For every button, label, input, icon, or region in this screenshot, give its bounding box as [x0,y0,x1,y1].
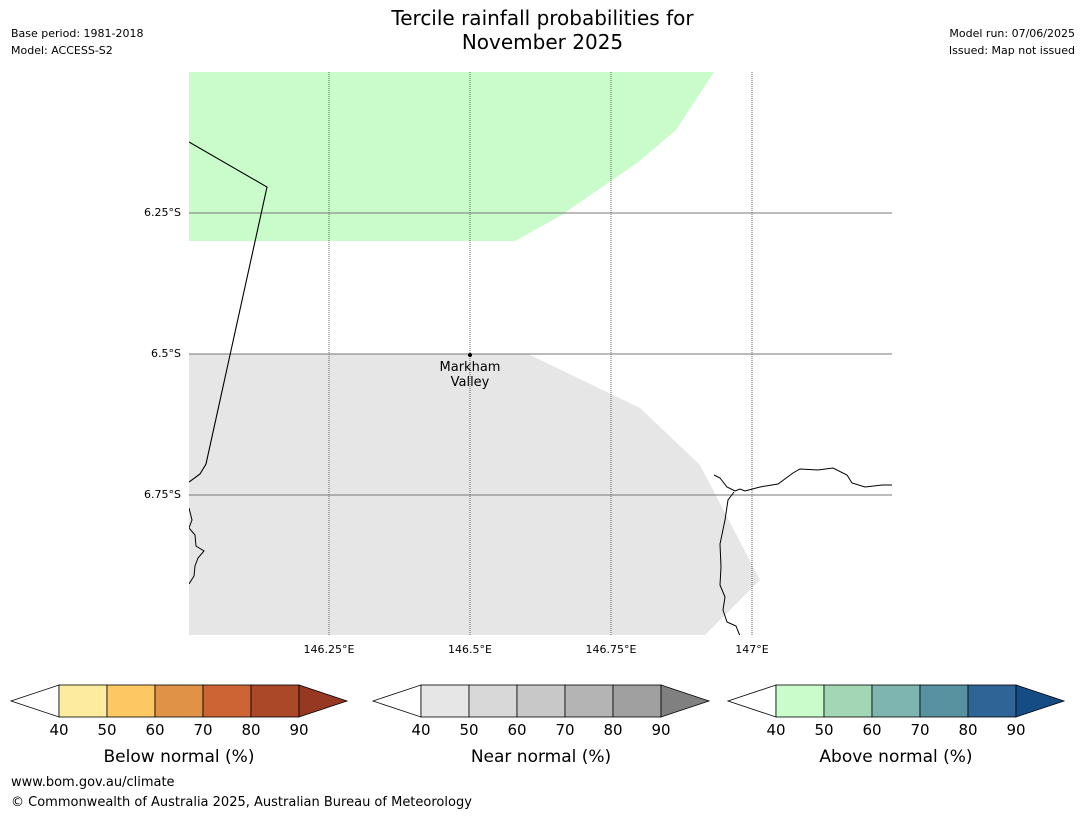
legend-over-arrow [1015,684,1066,718]
lat-label-6-75: 6.75°S [144,488,181,501]
lon-label-146-75: 146.75°E [585,643,637,656]
title-line-2: November 2025 [461,30,624,54]
model-run-text: Model run: 07/06/2025 [949,27,1075,40]
legend-tick-label: 50 [97,721,116,739]
legend-under-arrow [371,684,422,718]
above-normal-region [189,72,714,241]
legend-caption: Above normal (%) [819,747,972,767]
legend-tick-label: 70 [193,721,212,739]
legend-tick-label: 90 [651,721,670,739]
legend-tick-label: 50 [814,721,833,739]
legend-bin [823,684,873,718]
legend-under-arrow [726,684,777,718]
legend-tick-label: 60 [862,721,881,739]
legend-bin [154,684,204,718]
legend-bin [919,684,969,718]
legend-tick-label: 80 [958,721,977,739]
title-line-1: Tercile rainfall probabilities for [391,6,694,30]
legend-near-normal: 40 50 60 70 80 90 Near normal (%) [371,684,711,767]
legend-bin [250,684,300,718]
place-marker [468,353,472,357]
lon-label-146-5: 146.5°E [448,643,492,656]
map-title: Tercile rainfall probabilities for Novem… [0,6,1085,54]
coastline-west [189,507,205,585]
legend-bin [871,684,921,718]
place-label: Markham Valley [420,360,520,390]
place-label-line-2: Valley [450,375,490,390]
legend-bin [967,684,1017,718]
legend-bin [612,684,662,718]
issued-text: Issued: Map not issued [948,44,1075,57]
lon-label-146-25: 146.25°E [303,643,355,656]
legend-caption: Near normal (%) [471,747,611,767]
lon-label-147: 147°E [735,643,769,656]
legend-tick-label: 90 [289,721,308,739]
legend-tick-label: 40 [411,721,430,739]
legend-tick-label: 40 [49,721,68,739]
legend-over-arrow [298,684,349,718]
lat-label-6-25: 6.25°S [144,206,181,219]
map-canvas [189,72,892,635]
legend-bin [564,684,614,718]
legend-tick-label: 90 [1006,721,1025,739]
legend-bin [420,684,470,718]
legend-caption: Below normal (%) [104,747,255,767]
legend-tick-label: 70 [555,721,574,739]
legend-tick-label: 40 [766,721,785,739]
legend-under-arrow [9,684,60,718]
legends: 40 50 60 70 80 90 Below normal (%) 40 50 60 70 80 9… [9,684,1066,767]
footer-copyright: © Commonwealth of Australia 2025, Austra… [11,795,472,810]
legend-above-normal: 40 50 60 70 80 90 Above normal (%) [726,684,1066,767]
lat-label-6-5: 6.5°S [151,347,181,360]
legend-tick-label: 80 [603,721,622,739]
legend-bin [58,684,108,718]
coastline-east [713,467,892,492]
province-boundary [189,141,268,483]
legend-bin [106,684,156,718]
legend-tick-label: 60 [145,721,164,739]
model-text: Model: ACCESS-S2 [11,44,113,57]
legend-bin [775,684,825,718]
legend-below-normal: 40 50 60 70 80 90 Below normal (%) [9,684,349,767]
legend-bin [202,684,252,718]
legend-tick-label: 80 [241,721,260,739]
legend-tick-label: 60 [507,721,526,739]
place-label-line-1: Markham [439,360,501,375]
legend-over-arrow [660,684,711,718]
base-period-text: Base period: 1981-2018 [11,27,144,40]
legend-tick-label: 50 [459,721,478,739]
legend-tick-label: 70 [910,721,929,739]
legend-bin [516,684,566,718]
river-markham [719,491,741,635]
footer-url: www.bom.gov.au/climate [11,775,175,790]
legend-bin [468,684,518,718]
